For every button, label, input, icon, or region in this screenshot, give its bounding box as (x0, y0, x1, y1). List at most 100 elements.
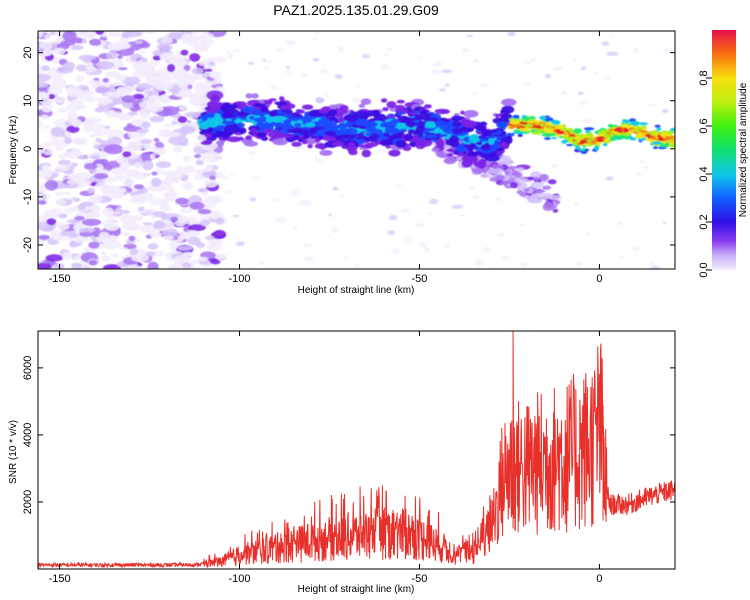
spectrogram-cell (432, 61, 443, 67)
colorbar-tick-label: 0.4 (698, 166, 710, 181)
spectrogram-marks (38, 31, 675, 269)
spectrogram-cell (399, 124, 406, 127)
spectrogram-cell (630, 128, 635, 133)
spectrogram-cell (512, 114, 520, 119)
spectrogram-cell (502, 158, 514, 165)
spectrogram-cell (250, 127, 257, 133)
spectrogram-cell (182, 216, 198, 225)
spectrogram-cell (276, 110, 283, 115)
spectrogram-cell (248, 150, 257, 156)
spectrogram-cell (225, 189, 233, 194)
spectrogram-cell (439, 125, 450, 130)
spectrogram-cell (41, 102, 54, 113)
spectrogram-cell (418, 134, 423, 138)
spectrogram-cell (233, 101, 247, 106)
spectrogram-cell (603, 76, 612, 80)
spectrogram-cell (140, 50, 146, 54)
colorbar-tick-label: 0.2 (698, 214, 710, 229)
spectrogram-cell (639, 160, 645, 164)
spectrogram-cell (40, 114, 49, 120)
spectrogram-cell (361, 149, 372, 158)
spectrogram-cell (53, 191, 65, 196)
spectrogram-cell (253, 117, 268, 123)
spectrogram-cell (118, 76, 127, 82)
snr-y-tick-label: 2000 (22, 490, 34, 514)
spectrogram-cell (617, 130, 623, 133)
spectrogram-cell (206, 57, 217, 62)
spectrogram-cell (539, 174, 549, 181)
snr-x-tick-label: -50 (412, 573, 428, 585)
spectrogram-cell (123, 243, 137, 250)
spectrogram-cell (492, 164, 501, 169)
spectrogram-cell (515, 129, 521, 133)
spectrogram-cell (565, 134, 569, 137)
colorbar-tick-label: 0.6 (698, 118, 710, 133)
spectrogram-cell (166, 171, 183, 182)
spectrogram-cell (501, 105, 515, 114)
spectrogram-cell (155, 169, 164, 174)
spectrogram-cell (121, 222, 142, 231)
snr-x-tick-label: -150 (49, 573, 71, 585)
spectrogram-cell (89, 155, 100, 160)
spectrogram-cell (167, 263, 180, 269)
spectrogram-cell (556, 130, 565, 135)
spectrogram-cell (618, 255, 625, 259)
snr-x-ticks: -150 -100 -50 0 (49, 331, 602, 585)
snr-x-axis-label: Height of straight line (km) (298, 584, 415, 595)
spectrogram-cell (319, 149, 333, 156)
spectrogram-cell (71, 262, 82, 269)
spectrogram-cell (606, 51, 619, 56)
spectrogram-cell (482, 246, 492, 253)
spectrogram-cell (320, 68, 329, 74)
spectrogram-cell (202, 151, 221, 163)
spectrogram-cell (38, 262, 51, 269)
spectrogram-cell (117, 55, 123, 59)
spectrogram-cell (291, 127, 303, 134)
spectrogram-cell (149, 116, 165, 123)
spectrogram-y-tick-label: -10 (22, 189, 34, 205)
spectrogram-cell (473, 161, 484, 167)
spectrogram-cell (98, 140, 111, 147)
spectrogram-cell (206, 244, 222, 251)
spectrogram-cell (284, 70, 293, 74)
spectrogram-cell (252, 175, 259, 179)
spectrogram-cell (552, 130, 559, 132)
spectrogram-cell (507, 31, 516, 37)
spectrogram-cell (212, 253, 227, 260)
spectrogram-cell (189, 31, 201, 35)
spectrogram-cell (127, 131, 138, 139)
spectrogram-cell (623, 119, 631, 124)
spectrogram-cell (223, 124, 240, 134)
spectrogram-cell (178, 105, 187, 111)
colorbar-scale (712, 30, 736, 270)
spectrogram-cell (326, 235, 331, 237)
spectrogram-cell (481, 129, 495, 135)
spectrogram-cell (642, 165, 650, 169)
spectrogram-cell (547, 179, 557, 185)
spectrogram-cell (275, 48, 284, 53)
spectrogram-cell (381, 98, 388, 103)
spectrogram-cell (494, 196, 502, 201)
spectrogram-cell (647, 103, 656, 108)
spectrogram-cell (301, 139, 308, 145)
spectrogram-x-tick-label: -50 (412, 273, 428, 285)
spectrogram-cell (203, 179, 218, 188)
spectrogram-cell (544, 137, 551, 140)
spectrogram-y-ticks: -20 -10 0 10 20 (22, 47, 675, 253)
spectrogram-cell (328, 213, 332, 217)
spectrogram-cell (71, 162, 78, 168)
spectrogram-cell (184, 111, 201, 118)
spectrogram-cell (58, 108, 68, 113)
spectrogram-cell (444, 83, 450, 87)
spectrogram-cell (463, 143, 472, 148)
spectrogram-cell (553, 66, 564, 71)
spectrogram-cell (382, 138, 396, 144)
spectrogram-cell (132, 69, 149, 78)
spectrogram-cell (462, 120, 478, 128)
spectrogram-cell (213, 229, 227, 239)
spectrogram-frame (37, 30, 676, 270)
spectrogram-cell (423, 247, 431, 252)
spectrogram-cell (480, 143, 492, 151)
spectrogram-cell (229, 104, 239, 110)
